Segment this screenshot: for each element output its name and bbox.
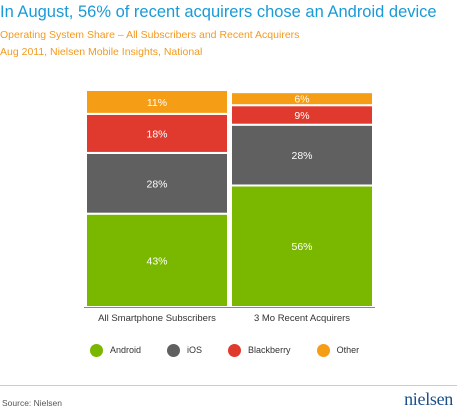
bar-segment-blackberry-all-smartphone-subscribers (85, 112, 229, 154)
bar-segment-android-3-mo-recent-acquirers (230, 184, 374, 308)
legend-swatch-other (316, 343, 330, 357)
category-label-all-smartphone-subscribers: All Smartphone Subscribers (98, 313, 216, 324)
legend-item-blackberry: Blackberry (228, 343, 291, 357)
bar-segment-android-all-smartphone-subscribers (85, 212, 229, 308)
data-label-android-3-mo-recent-acquirers: 56% (291, 241, 312, 253)
legend-item-ios: iOS (167, 343, 203, 357)
legend-label-ios: iOS (187, 345, 203, 355)
legend-item-other: Other (316, 343, 360, 357)
legend: Android iOS Blackberry Other (90, 342, 385, 358)
data-label-blackberry-all-smartphone-subscribers: 18% (146, 128, 167, 140)
data-label-blackberry-3-mo-recent-acquirers: 9% (294, 110, 309, 122)
chart-subtitle: Operating System Share – All Subscribers… (0, 29, 300, 41)
footer-source: Source: Nielsen (2, 398, 63, 408)
legend-label-blackberry: Blackberry (248, 345, 291, 355)
legend-swatch-android (90, 343, 103, 357)
bar-segment-other-all-smartphone-subscribers (85, 89, 229, 115)
legend-swatch-ios (167, 343, 181, 357)
data-label-other-all-smartphone-subscribers: 11% (147, 97, 167, 109)
bar-segment-other-3-mo-recent-acquirers (230, 91, 374, 107)
data-label-other-3-mo-recent-acquirers: 6% (294, 94, 309, 106)
nielsen-logo: nielsen (404, 389, 453, 409)
data-label-android-all-smartphone-subscribers: 43% (146, 255, 167, 267)
category-label-3-mo-recent-acquirers: 3 Mo Recent Acquirers (254, 313, 350, 324)
legend-label-android: Android (110, 345, 142, 355)
data-label-ios-3-mo-recent-acquirers: 28% (291, 150, 312, 162)
data-label-ios-all-smartphone-subscribers: 28% (146, 178, 167, 190)
legend-label-other: Other (336, 345, 360, 355)
chart-date-source: Aug 2011, Nielsen Mobile Insights, Natio… (0, 46, 203, 58)
chart-title: In August, 56% of recent acquirers chose… (0, 3, 437, 21)
legend-item-android: Android (90, 343, 142, 357)
legend-swatch-blackberry (228, 343, 242, 357)
bar-segment-ios-all-smartphone-subscribers (85, 151, 229, 215)
